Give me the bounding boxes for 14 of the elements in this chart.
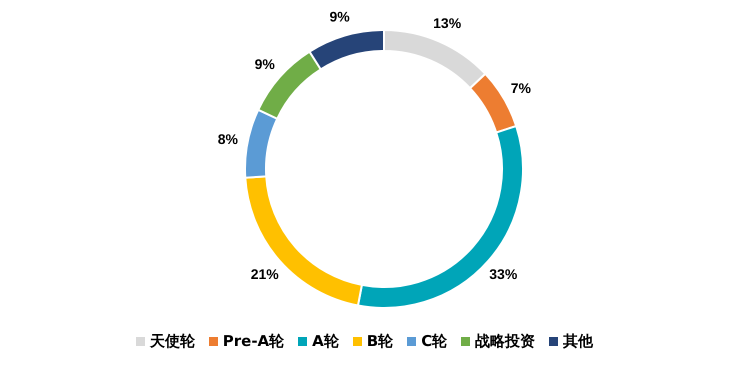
- data-label: 9%: [254, 56, 276, 72]
- data-label: 21%: [250, 266, 280, 282]
- data-label: 7%: [510, 80, 532, 96]
- legend-label: 天使轮: [148, 332, 195, 351]
- legend-label: Pre-A轮: [222, 332, 284, 351]
- legend-label: C轮: [420, 332, 448, 351]
- legend-label: 战略投资: [474, 332, 536, 351]
- data-label: 33%: [489, 266, 518, 282]
- data-label: 8%: [218, 131, 238, 148]
- legend-label: A轮: [311, 332, 339, 351]
- data-label: 13%: [433, 15, 462, 32]
- data-label: 9%: [330, 8, 350, 24]
- legend-label: B轮: [366, 332, 394, 351]
- legend-label: 其他: [562, 332, 594, 351]
